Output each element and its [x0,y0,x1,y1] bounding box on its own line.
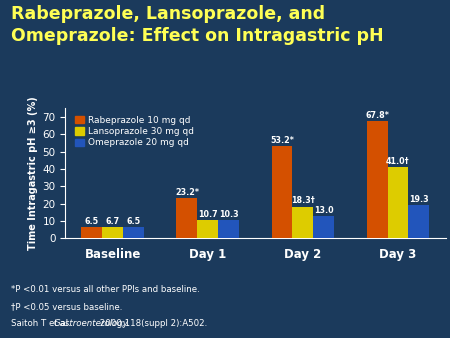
Text: 10.3: 10.3 [219,210,239,219]
Text: Rabeprazole, Lansoprazole, and
Omeprazole: Effect on Intragastric pH: Rabeprazole, Lansoprazole, and Omeprazol… [11,5,384,45]
Text: Saitoh T et al.: Saitoh T et al. [11,319,74,329]
Text: 23.2*: 23.2* [175,188,199,197]
Bar [123,227,144,238]
Text: 13.0: 13.0 [314,206,333,215]
Y-axis label: Time Intragastric pH ≥3 (%): Time Intragastric pH ≥3 (%) [28,96,38,250]
Text: 6.5: 6.5 [85,217,99,226]
Text: *P <0.01 versus all other PPIs and baseline.: *P <0.01 versus all other PPIs and basel… [11,285,200,294]
Bar [218,220,239,238]
Text: 10.7: 10.7 [198,210,218,219]
Bar [367,121,387,238]
Bar [176,198,198,238]
Text: †P <0.05 versus baseline.: †P <0.05 versus baseline. [11,302,122,311]
Text: 19.3: 19.3 [409,195,429,204]
Text: 6.5: 6.5 [126,217,141,226]
Bar [81,227,102,238]
Bar [292,207,313,238]
Text: 18.3†: 18.3† [291,196,315,206]
Legend: Rabeprazole 10 mg qd, Lansoprazole 30 mg qd, Omeprazole 20 mg qd: Rabeprazole 10 mg qd, Lansoprazole 30 mg… [73,114,196,149]
Text: 67.8*: 67.8* [365,111,389,120]
Text: 53.2*: 53.2* [270,136,294,145]
Bar [102,227,123,238]
Text: 6.7: 6.7 [106,217,120,226]
Bar [313,216,334,238]
Bar [271,146,292,238]
Bar [387,167,409,238]
Bar [198,220,218,238]
Text: 2000;118(suppl 2):A502.: 2000;118(suppl 2):A502. [97,319,207,329]
Text: Gastroenterology.: Gastroenterology. [54,319,131,329]
Bar [409,205,429,238]
Text: 41.0†: 41.0† [386,157,410,166]
